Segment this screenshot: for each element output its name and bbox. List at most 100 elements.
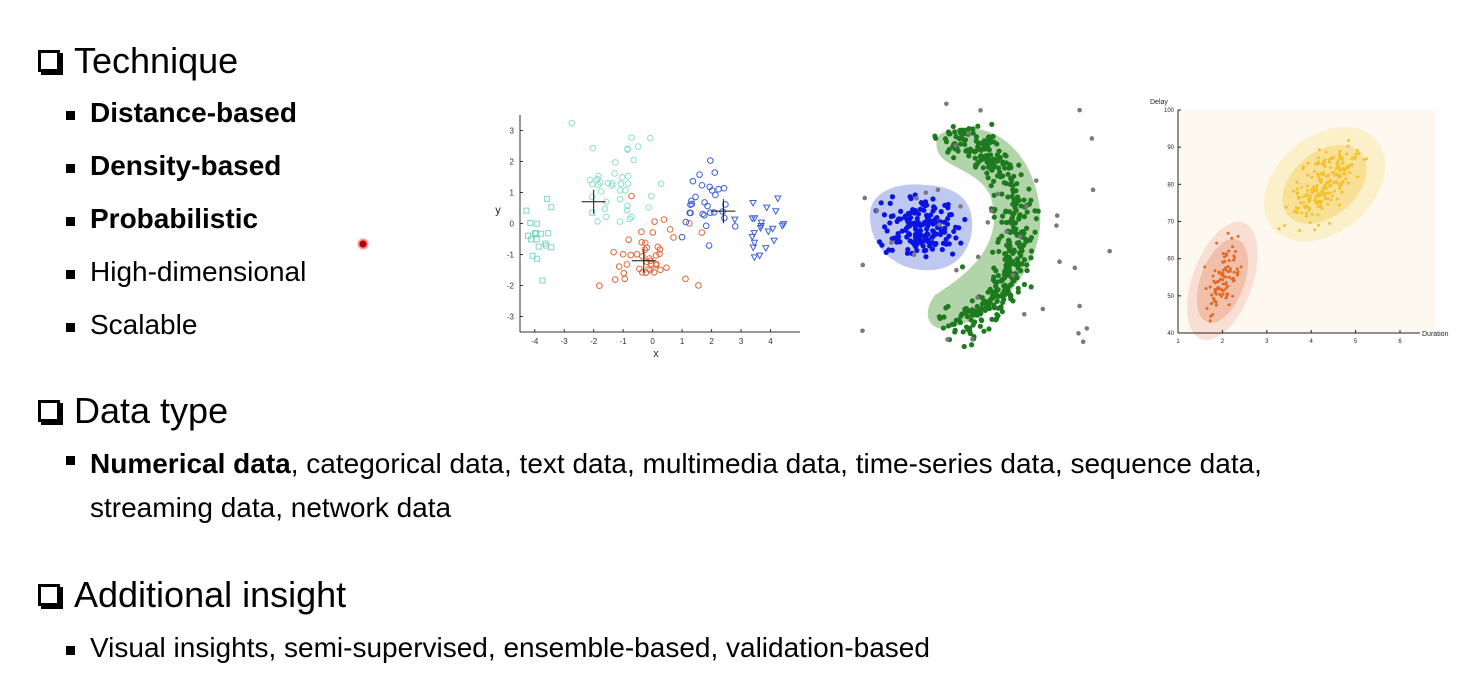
data-point [1306, 188, 1310, 192]
data-point [1001, 287, 1008, 294]
data-point [898, 208, 904, 215]
data-point [1015, 285, 1021, 291]
data-point [1205, 306, 1209, 310]
data-point [1304, 214, 1308, 218]
data-point [939, 246, 945, 253]
data-point [905, 246, 911, 253]
data-point [1225, 292, 1229, 296]
data-point [907, 231, 913, 238]
data-point [720, 184, 728, 192]
noise-point [975, 254, 981, 260]
data-point [1345, 152, 1349, 156]
data-point [1317, 223, 1321, 227]
data-point [1329, 198, 1333, 202]
data-point [749, 244, 758, 252]
data-point [1320, 189, 1324, 193]
data-point [1003, 209, 1009, 215]
data-point [1328, 183, 1332, 187]
data-point [1001, 296, 1007, 302]
data-point [1005, 171, 1011, 177]
data-point [702, 222, 710, 230]
data-point [1235, 273, 1239, 277]
data-point [1328, 221, 1332, 225]
y-tick-label: 90 [1167, 145, 1174, 151]
data-point [996, 248, 1002, 255]
data-point [923, 212, 930, 218]
data-point [884, 228, 890, 234]
noise-point [1084, 326, 1090, 331]
data-point [1326, 197, 1330, 201]
data-point [649, 229, 657, 236]
data-point [984, 170, 990, 176]
data-point [1208, 285, 1212, 289]
data-point [611, 170, 618, 177]
data-point [660, 216, 668, 223]
data-point [1294, 206, 1298, 210]
data-point [1232, 254, 1236, 258]
noise-point [944, 101, 949, 107]
data-point [1204, 287, 1208, 291]
data-point [945, 216, 951, 222]
noise-point [975, 295, 980, 300]
data-point [689, 177, 697, 185]
data-point [527, 219, 534, 226]
data-point [750, 230, 759, 238]
data-point [588, 180, 596, 188]
data-point [996, 165, 1002, 171]
data-point [1226, 231, 1230, 235]
data-point [768, 225, 777, 233]
data-point [1324, 186, 1328, 190]
data-point [698, 229, 706, 236]
y-tick-label: 40 [1167, 331, 1174, 337]
data-point [969, 298, 975, 304]
section-heading-technique: Technique [38, 40, 238, 82]
data-point [701, 212, 708, 219]
data-point [594, 218, 601, 225]
data-point [1239, 265, 1243, 269]
data-point [951, 228, 957, 235]
data-point [1221, 282, 1225, 286]
data-point [1312, 169, 1316, 173]
data-point [1015, 289, 1021, 295]
data-point [533, 220, 540, 227]
data-point [991, 163, 997, 169]
data-point [1228, 267, 1232, 271]
noise-point [1021, 311, 1027, 317]
data-point [1232, 270, 1236, 274]
noise-point [914, 195, 919, 201]
data-point [1221, 278, 1225, 282]
data-point [1327, 173, 1331, 177]
data-point [953, 134, 959, 140]
checkbox-square-icon [38, 50, 63, 75]
data-point [1284, 205, 1288, 209]
checkbox-square-icon [38, 400, 63, 425]
noise-point [954, 267, 959, 273]
data-point [1230, 236, 1234, 240]
data-point [1014, 256, 1020, 262]
data-point [975, 123, 981, 129]
data-point [1209, 314, 1213, 318]
data-point [1024, 209, 1030, 215]
data-point [1330, 194, 1334, 198]
data-point [1342, 167, 1346, 171]
data-point [1335, 197, 1339, 201]
data-point [1314, 162, 1318, 166]
data-point [937, 315, 943, 322]
data-point [1212, 298, 1216, 302]
technique-item: Scalable [66, 309, 306, 362]
data-point [991, 139, 997, 145]
data-point [651, 218, 658, 225]
data-point [929, 246, 936, 252]
data-point [897, 216, 904, 222]
data-point [529, 252, 536, 259]
data-point [914, 219, 920, 226]
data-point [1227, 303, 1231, 307]
noise-point [860, 328, 865, 334]
data-point [1208, 319, 1212, 323]
data-point [999, 213, 1006, 219]
data-point [1018, 246, 1024, 252]
data-point [952, 327, 958, 333]
noise-point [1017, 234, 1023, 240]
data-point [1350, 163, 1354, 167]
data-point [1292, 189, 1296, 193]
